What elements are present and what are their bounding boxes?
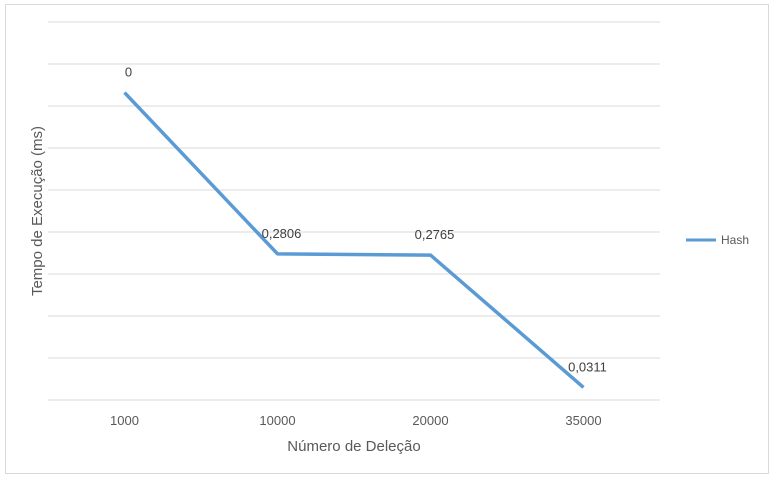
y-axis-title: Tempo de Execução (ms): [29, 126, 46, 296]
series-line-hash: [123, 91, 585, 389]
chart-frame: [5, 4, 769, 474]
x-tick-label: 35000: [565, 413, 601, 428]
series-layer: [123, 91, 585, 389]
data-labels: 0 0,2806 0,2765 0,0311: [125, 65, 607, 375]
gridlines: [48, 21, 660, 401]
legend: Hash: [686, 233, 749, 247]
x-axis-ticks: 1000 10000 20000 35000: [110, 413, 602, 428]
x-tick-label: 1000: [110, 413, 139, 428]
legend-label-hash: Hash: [721, 233, 749, 247]
x-tick-label: 10000: [259, 413, 295, 428]
data-label: 0: [125, 65, 132, 80]
x-tick-label: 20000: [412, 413, 448, 428]
data-label: 0,2765: [415, 227, 455, 242]
data-label: 0,0311: [568, 359, 607, 374]
data-label: 0,2806: [262, 226, 302, 241]
x-axis-title: Número de Deleção: [287, 438, 420, 455]
